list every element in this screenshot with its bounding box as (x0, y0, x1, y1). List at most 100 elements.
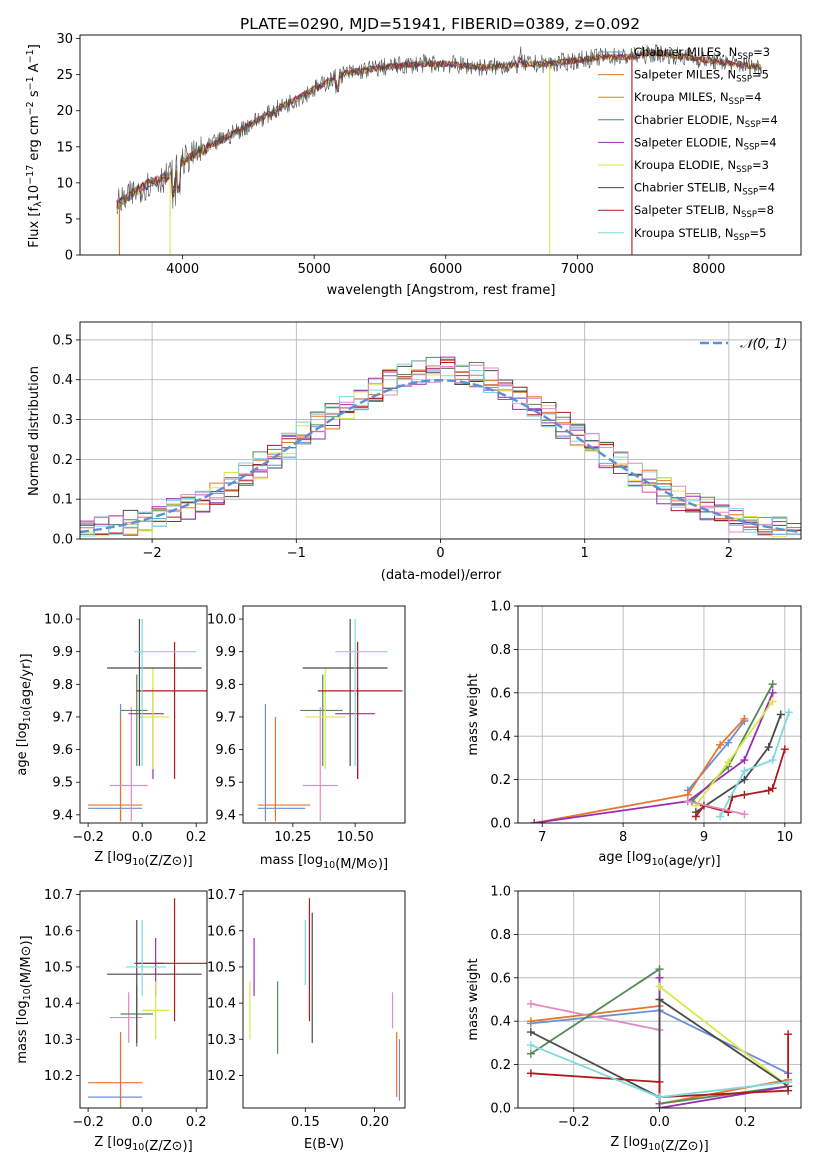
legend-value: =4 (760, 135, 777, 149)
y-tick-label: 0.4 (490, 1015, 511, 1030)
x-tick-label: −0.2 (558, 1115, 590, 1130)
y-tick-label: 10.7 (44, 888, 73, 903)
label-sub: 10 (323, 860, 335, 871)
label-part: ] (27, 44, 42, 49)
y-axis-label: mass weight (466, 958, 481, 1040)
x-tick-label: 10 (777, 830, 794, 845)
label-part: mass [ (15, 1020, 30, 1063)
data-point (683, 797, 692, 806)
y-tick-label: 9.4 (215, 808, 236, 823)
data-point (784, 1086, 793, 1095)
label-part: A (27, 63, 42, 76)
y-tick-label: 1.0 (490, 885, 511, 900)
legend-sub: SSP (737, 52, 753, 62)
series-line-salpeter-elodie (534, 692, 774, 823)
y-tick-label: 0.8 (490, 643, 511, 658)
y-tick-label: 10.5 (44, 960, 73, 975)
data-point (776, 710, 785, 719)
label-part: (Z/Z⊙)] (144, 854, 192, 869)
x-tick-label: 0.15 (291, 1115, 320, 1130)
y-tick-label: 0.0 (52, 533, 73, 548)
y-tick-label: 9.7 (215, 710, 236, 725)
label-sub: 10 (652, 857, 664, 868)
x-tick-label: 8000 (692, 262, 725, 277)
data-point (768, 688, 777, 697)
x-tick-label: 0.2 (186, 830, 207, 845)
data-point (655, 995, 664, 1004)
label-part: age [ (598, 850, 631, 865)
x-tick-label: 1 (581, 546, 589, 561)
legend-value: =5 (752, 68, 769, 82)
y-tick-label: 5 (65, 212, 73, 227)
x-tick-label: 0.20 (360, 1115, 389, 1130)
x-axis-label: E(B-V) (304, 1137, 344, 1152)
panel-0: 4000 5000 6000 7000 8000 0 5 10 15 20 25 30 Chabrier… (25, 32, 802, 298)
y-tick-label: 9.6 (52, 743, 73, 758)
y-tick-label: 10.5 (207, 960, 236, 975)
axes-frame (79, 890, 208, 1109)
series-line-kroupa-stelib (719, 712, 790, 817)
data-point (740, 775, 749, 784)
legend-sub: SSP (734, 233, 750, 243)
x-tick-label: −1 (287, 546, 306, 561)
label-part: log (303, 853, 323, 868)
x-tick-label: 0.0 (132, 830, 153, 845)
y-tick-label: 0.2 (490, 1058, 511, 1073)
y-tick-label: 9.4 (52, 808, 73, 823)
label-part: −17 (25, 165, 36, 185)
data-point (784, 1077, 793, 1086)
panel-1: −2 −1 0 1 2 0.0 0.1 0.2 0.3 0.4 0.5 𝒩(0, 1) (data-mo… (27, 321, 802, 583)
x-tick-label: 0.2 (186, 1115, 207, 1130)
legend-label: Salpeter STELIB, NSSP=8 (634, 203, 774, 220)
label-part: −1 (25, 76, 36, 90)
y-tick-label: 9.9 (52, 645, 73, 660)
label-part: (age/yr)] (664, 854, 721, 869)
plot-area (88, 898, 207, 1108)
legend-text: Chabrier STELIB, N (634, 181, 742, 195)
x-tick-label: 5000 (298, 262, 331, 277)
data-point (764, 786, 773, 795)
data-point (655, 1093, 664, 1102)
axes-frame (242, 890, 406, 1109)
label-part: (Z/Z⊙)] (660, 1139, 708, 1154)
y-tick-label: 0.0 (490, 817, 511, 832)
panel-3: 10.25 10.50 9.4 9.5 9.6 9.7 9.8 9.9 10.0 mass [lo… (207, 605, 406, 872)
legend-value: =5 (749, 226, 766, 240)
legend-text: Kroupa STELIB, N (634, 226, 734, 240)
legend-value: =3 (753, 45, 770, 59)
axes-frame (79, 605, 208, 824)
axes-frame (79, 34, 802, 256)
data-point (724, 808, 733, 817)
y-tick-label: 0.6 (490, 971, 511, 986)
y-tick-label: 10.3 (207, 1033, 236, 1048)
plot-area (80, 356, 801, 538)
series-line-chabrier-stelib (530, 997, 789, 1099)
y-tick-label: 0.2 (490, 773, 511, 788)
legend-label: Chabrier STELIB, NSSP=4 (634, 181, 775, 198)
data-point (691, 812, 700, 821)
y-tick-label: 0.4 (490, 730, 511, 745)
x-tick-label: 8 (619, 830, 627, 845)
legend-text: Salpeter STELIB, N (634, 203, 741, 217)
legend-label: Chabrier MILES, NSSP=3 (634, 45, 770, 62)
data-point (768, 697, 777, 706)
plot-area (249, 898, 401, 1101)
data-point (526, 1041, 535, 1050)
legend-sub: SSP (742, 188, 758, 198)
y-tick-label: 0.0 (490, 1102, 511, 1117)
series-line-chabrier-stelib (695, 714, 782, 813)
x-tick-label: 0.2 (735, 1115, 756, 1130)
data-point (740, 790, 749, 799)
figure-title: PLATE=0290, MJD=51941, FIBERID=0389, z=0… (240, 15, 640, 33)
y-tick-label: 9.5 (215, 776, 236, 791)
legend-text: Kroupa ELODIE, N (634, 158, 736, 172)
data-point (740, 756, 749, 765)
y-tick-label: 10.0 (44, 613, 73, 628)
data-point (526, 1069, 535, 1078)
label-sub: 10 (22, 710, 33, 722)
label-part: (age/yr)] (19, 653, 34, 710)
series-line-salpeter-miles (534, 718, 746, 823)
legend-label: Kroupa STELIB, NSSP=5 (634, 226, 766, 243)
label-part: Z [ (610, 1135, 628, 1150)
y-tick-label: 0.4 (52, 373, 73, 388)
